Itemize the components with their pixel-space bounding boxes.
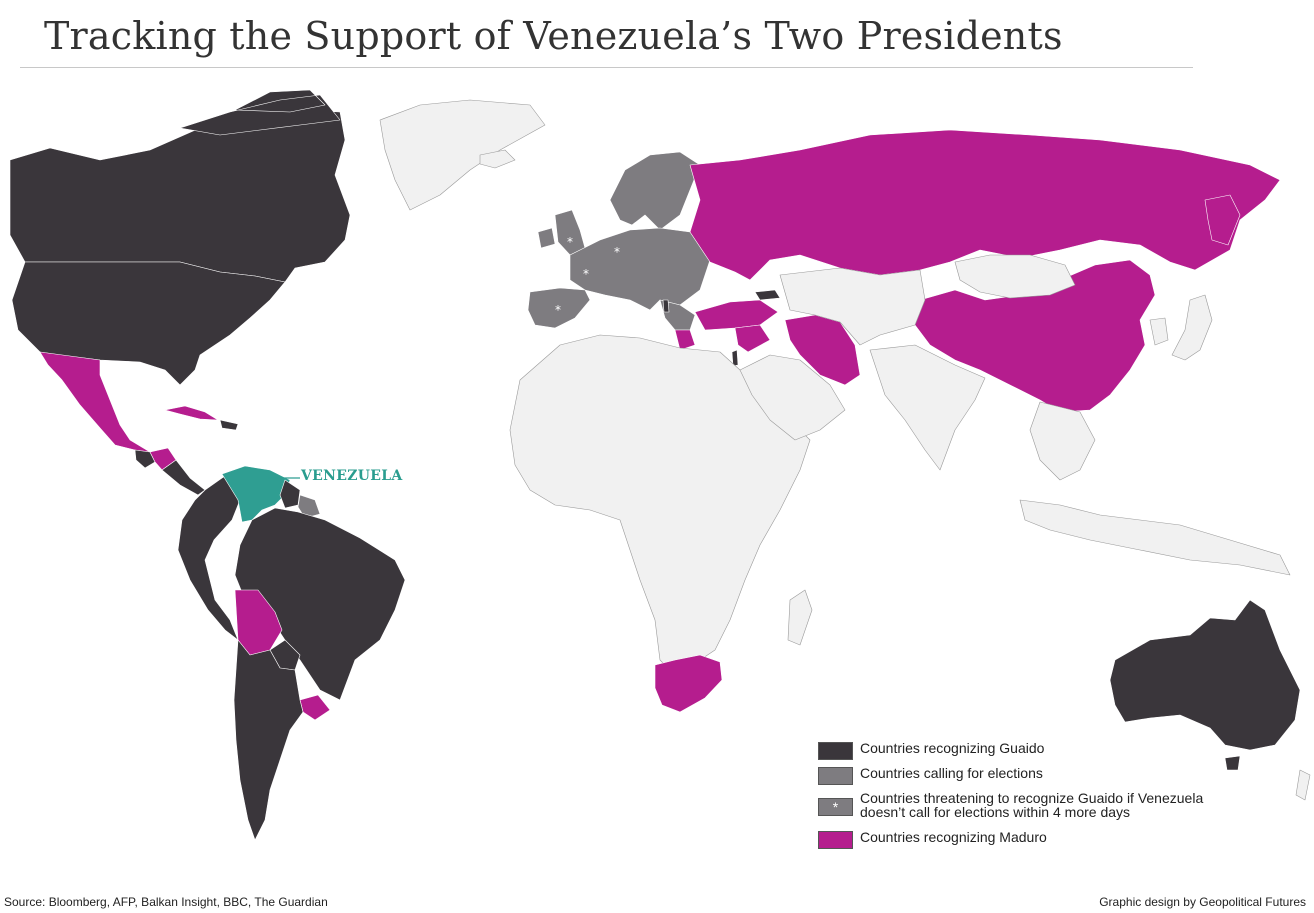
region-africa (509, 334, 811, 676)
region-canada (9, 109, 351, 283)
region-arctic-islands (179, 89, 341, 136)
region-greenland (379, 99, 546, 211)
region-syria (734, 324, 771, 353)
legend-swatch-guaido (818, 742, 853, 760)
region-venezuela (221, 465, 291, 523)
region-argentina-chile (233, 639, 304, 841)
region-turkey (694, 299, 779, 331)
region-korea (1149, 317, 1169, 346)
region-mexico (39, 351, 151, 453)
venezuela-label: VENEZUELA (301, 468, 403, 484)
region-israel (731, 349, 739, 367)
region-madagascar (787, 589, 813, 646)
region-iceland (479, 149, 516, 169)
title-divider (20, 67, 1193, 68)
source-note: Source: Bloomberg, AFP, Balkan Insight, … (4, 895, 328, 909)
region-japan (1171, 294, 1213, 361)
region-scandinavia (609, 151, 701, 231)
legend-label-elections: Countries calling for elections (860, 765, 1043, 781)
region-indonesia (1019, 499, 1291, 576)
legend-swatch-threatening: * (818, 798, 853, 816)
region-albania (662, 299, 670, 313)
threat-star-uk: * (567, 235, 573, 249)
region-colombia-ecuador-peru (177, 469, 241, 641)
region-central-america-s (161, 459, 206, 496)
region-central-asia (779, 267, 926, 346)
legend-swatch-elections (818, 767, 853, 785)
map-legend: Countries recognizing Guaido Countries c… (818, 740, 1238, 854)
region-tasmania (1224, 755, 1241, 771)
region-uruguay (299, 694, 331, 721)
legend-item-elections: Countries calling for elections (818, 765, 1238, 789)
region-mongolia (954, 254, 1076, 299)
region-georgia (754, 289, 781, 301)
region-new-zealand (1295, 769, 1311, 801)
threat-star-germany: * (614, 245, 620, 259)
star-icon: * (832, 799, 839, 815)
region-arabia (739, 354, 846, 441)
region-greece (674, 329, 696, 351)
legend-item-guaido: Countries recognizing Guaido (818, 740, 1238, 764)
region-australia (1109, 599, 1301, 751)
region-russia (689, 129, 1281, 281)
region-western-europe (569, 227, 711, 311)
region-cuba (164, 405, 219, 421)
region-south-africa (654, 654, 723, 713)
threat-star-spain: * (555, 303, 561, 317)
region-kamchatka (1204, 194, 1241, 246)
region-guatemala (134, 449, 156, 469)
region-ireland (537, 227, 556, 249)
region-india (869, 344, 986, 471)
legend-label-threatening-line1: Countries threatening to recognize Guaid… (860, 790, 1204, 806)
legend-label-maduro: Countries recognizing Maduro (860, 829, 1047, 845)
legend-label-threatening-line2: doesn’t call for elections within 4 more… (860, 804, 1131, 820)
region-se-asia (1029, 401, 1096, 481)
region-guyana (279, 479, 301, 509)
design-credit: Graphic design by Geopolitical Futures (1099, 895, 1306, 909)
threat-star-france: * (583, 267, 589, 281)
legend-label-guaido: Countries recognizing Guaido (860, 740, 1045, 756)
region-iberia (527, 287, 591, 329)
legend-item-maduro: Countries recognizing Maduro (818, 829, 1238, 853)
legend-item-threatening: * Countries threatening to recognize Gua… (818, 790, 1238, 828)
legend-swatch-maduro (818, 831, 853, 849)
region-caribbean (219, 419, 239, 431)
legend-label-threatening: Countries threatening to recognize Guaid… (860, 791, 1203, 819)
map-title: Tracking the Support of Venezuela’s Two … (44, 14, 1063, 58)
